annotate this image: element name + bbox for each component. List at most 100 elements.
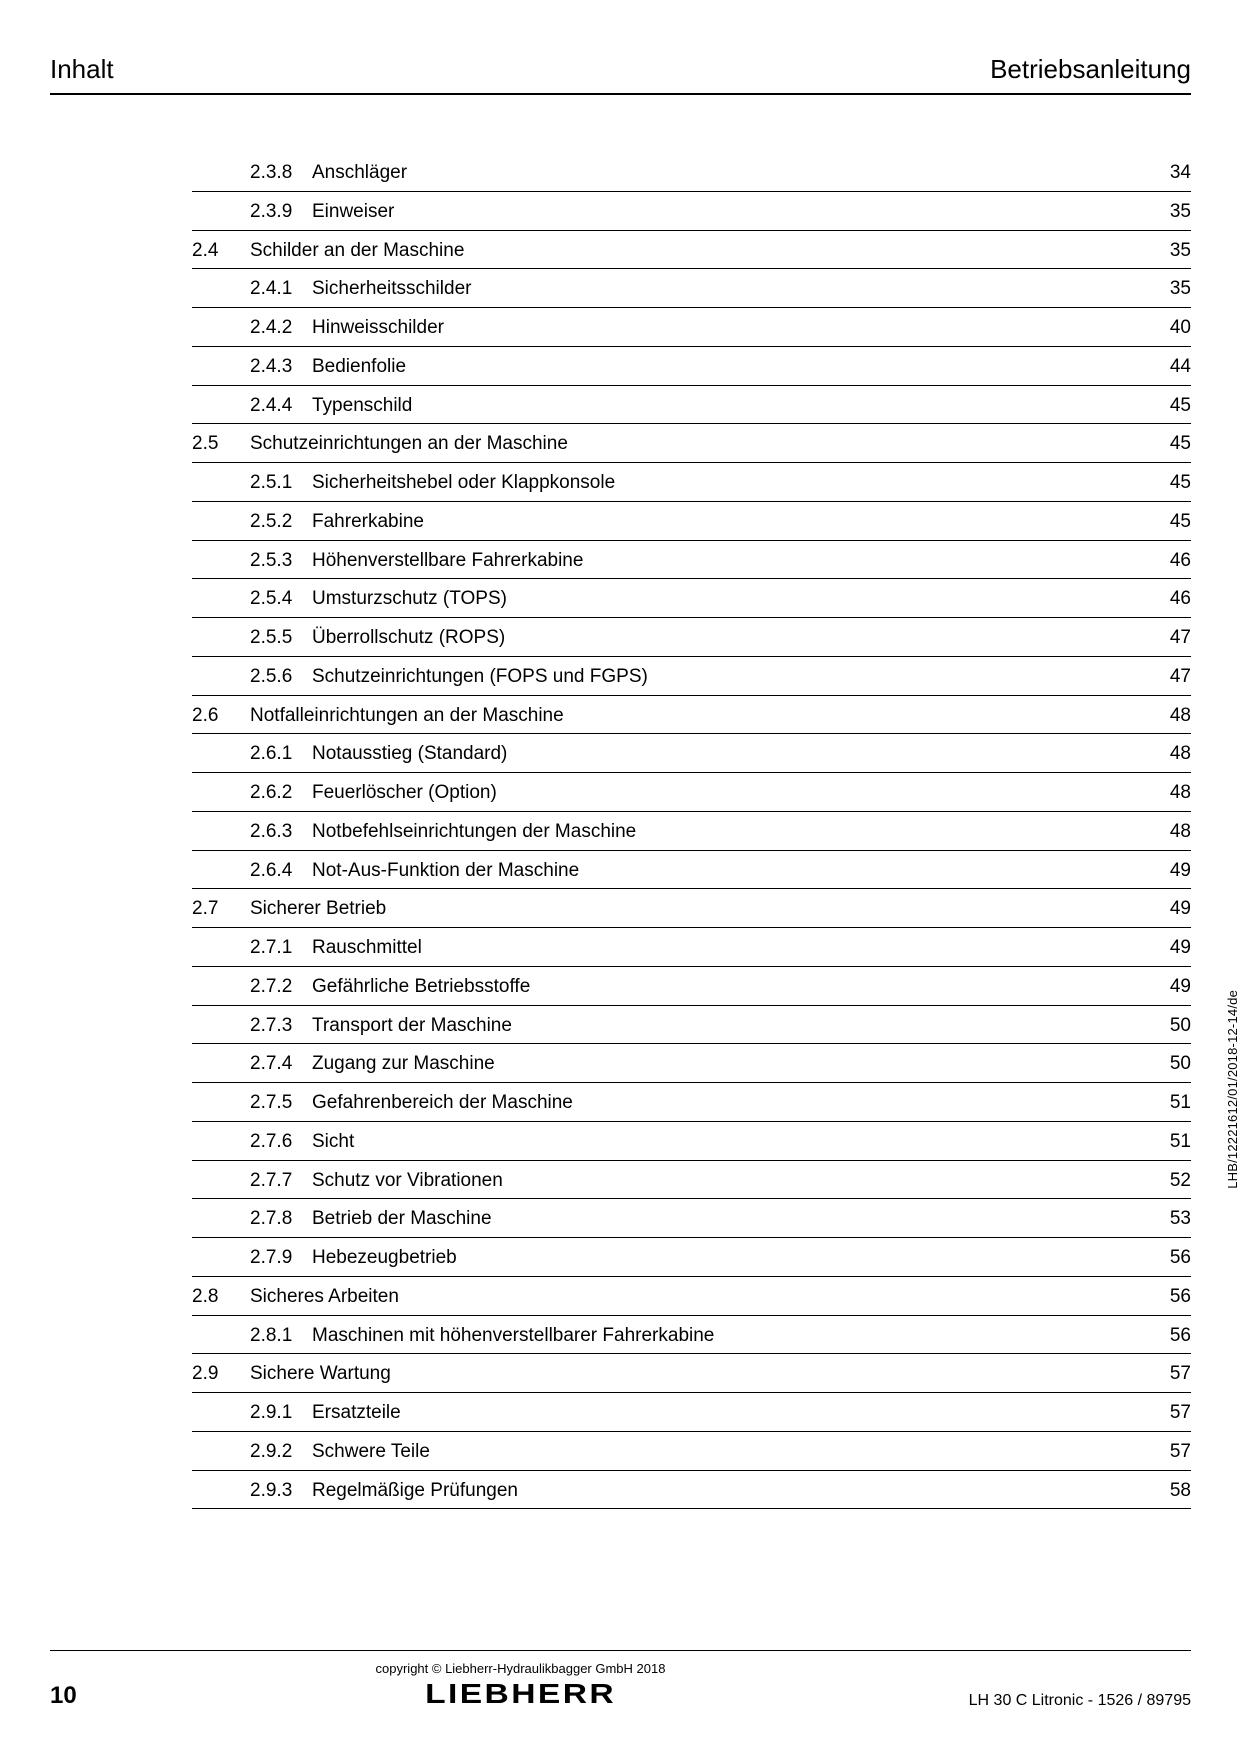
toc-page-number: 53 (1135, 1207, 1191, 1231)
toc-page-number: 48 (1135, 781, 1191, 805)
toc-page-number: 44 (1135, 355, 1191, 379)
toc-title: Sicherheitsschilder (312, 277, 1135, 301)
toc-title: Notfalleinrichtungen an der Maschine (250, 704, 1135, 728)
toc-subsection-number: 2.7.6 (250, 1130, 312, 1154)
page-header: Inhalt Betriebsanleitung (50, 54, 1191, 95)
toc-section-number: 2.4 (192, 239, 250, 263)
toc-subsection-number: 2.7.7 (250, 1169, 312, 1193)
toc-page-number: 57 (1135, 1440, 1191, 1464)
toc-page-number: 35 (1135, 200, 1191, 224)
header-right: Betriebsanleitung (990, 54, 1191, 85)
toc-title: Einweiser (312, 200, 1135, 224)
toc-title: Schilder an der Maschine (250, 239, 1135, 263)
toc-page-number: 49 (1135, 936, 1191, 960)
toc-page-number: 56 (1135, 1324, 1191, 1348)
toc-title: Transport der Maschine (312, 1014, 1135, 1038)
toc-row: 2.4.3Bedienfolie44 (192, 347, 1191, 386)
toc-row: 2.7.2Gefährliche Betriebsstoffe49 (192, 967, 1191, 1006)
footer-center: copyright © Liebherr-Hydraulikbagger Gmb… (170, 1661, 871, 1710)
toc-row: 2.6.2Feuerlöscher (Option)48 (192, 773, 1191, 812)
toc-title: Hebezeugbetrieb (312, 1246, 1135, 1270)
toc-subsection-number: 2.7.1 (250, 936, 312, 960)
toc-page-number: 57 (1135, 1362, 1191, 1386)
footer-copyright: copyright © Liebherr-Hydraulikbagger Gmb… (170, 1661, 871, 1676)
toc-subsection-number: 2.7.3 (250, 1014, 312, 1038)
toc-title: Not-Aus-Funktion der Maschine (312, 859, 1135, 883)
toc-row: 2.6Notfalleinrichtungen an der Maschine4… (192, 696, 1191, 735)
toc-row: 2.3.8Anschläger34 (192, 153, 1191, 192)
toc-title: Bedienfolie (312, 355, 1135, 379)
toc-subsection-number: 2.4.2 (250, 316, 312, 340)
toc-page-number: 49 (1135, 859, 1191, 883)
toc-row: 2.4.1Sicherheitsschilder35 (192, 269, 1191, 308)
toc-title: Höhenverstellbare Fahrerkabine (312, 549, 1135, 573)
toc-title: Gefahrenbereich der Maschine (312, 1091, 1135, 1115)
toc-subsection-number: 2.4.4 (250, 394, 312, 418)
toc-title: Maschinen mit höhenverstellbarer Fahrerk… (312, 1324, 1135, 1348)
toc-page-number: 49 (1135, 897, 1191, 921)
toc-title: Zugang zur Maschine (312, 1052, 1135, 1076)
toc-row: 2.7.8Betrieb der Maschine53 (192, 1199, 1191, 1238)
toc-title: Anschläger (312, 161, 1135, 185)
toc-page-number: 52 (1135, 1169, 1191, 1193)
toc-row: 2.4Schilder an der Maschine35 (192, 231, 1191, 270)
toc-page-number: 49 (1135, 975, 1191, 999)
toc-subsection-number: 2.6.3 (250, 820, 312, 844)
toc-title: Schutz vor Vibrationen (312, 1169, 1135, 1193)
toc-title: Gefährliche Betriebsstoffe (312, 975, 1135, 999)
toc-subsection-number: 2.7.2 (250, 975, 312, 999)
toc-row: 2.7.3Transport der Maschine50 (192, 1006, 1191, 1045)
toc-section-number: 2.6 (192, 704, 250, 728)
toc-row: 2.5.3Höhenverstellbare Fahrerkabine46 (192, 541, 1191, 580)
toc-subsection-number: 2.4.3 (250, 355, 312, 379)
toc-title: Sicheres Arbeiten (250, 1285, 1135, 1309)
toc-title: Regelmäßige Prüfungen (312, 1479, 1135, 1503)
toc-subsection-number: 2.7.9 (250, 1246, 312, 1270)
toc-title: Feuerlöscher (Option) (312, 781, 1135, 805)
toc-subsection-number: 2.5.5 (250, 626, 312, 650)
toc-subsection-number: 2.8.1 (250, 1324, 312, 1348)
toc-row: 2.5.4Umsturzschutz (TOPS)46 (192, 579, 1191, 618)
toc-subsection-number: 2.9.2 (250, 1440, 312, 1464)
toc-row: 2.5.6Schutzeinrichtungen (FOPS und FGPS)… (192, 657, 1191, 696)
toc-row: 2.9.3Regelmäßige Prüfungen58 (192, 1471, 1191, 1510)
toc-page-number: 56 (1135, 1246, 1191, 1270)
toc-page-number: 48 (1135, 742, 1191, 766)
toc-page-number: 51 (1135, 1130, 1191, 1154)
header-left: Inhalt (50, 54, 114, 85)
toc-page-number: 40 (1135, 316, 1191, 340)
toc-subsection-number: 2.7.4 (250, 1052, 312, 1076)
toc-row: 2.6.1Notausstieg (Standard)48 (192, 734, 1191, 773)
toc-subsection-number: 2.6.4 (250, 859, 312, 883)
toc-row: 2.7.5Gefahrenbereich der Maschine51 (192, 1083, 1191, 1122)
toc-page-number: 50 (1135, 1052, 1191, 1076)
toc-title: Sicht (312, 1130, 1135, 1154)
toc-title: Schutzeinrichtungen (FOPS und FGPS) (312, 665, 1135, 689)
toc-row: 2.7Sicherer Betrieb49 (192, 889, 1191, 928)
toc-title: Rauschmittel (312, 936, 1135, 960)
toc-row: 2.8.1Maschinen mit höhenverstellbarer Fa… (192, 1316, 1191, 1355)
toc-page-number: 58 (1135, 1479, 1191, 1503)
footer-logo: LIEBHERR (425, 1678, 616, 1710)
toc-title: Hinweisschilder (312, 316, 1135, 340)
toc-row: 2.5.5Überrollschutz (ROPS)47 (192, 618, 1191, 657)
toc-title: Fahrerkabine (312, 510, 1135, 534)
toc-section-number: 2.8 (192, 1285, 250, 1309)
toc-row: 2.5Schutzeinrichtungen an der Maschine45 (192, 424, 1191, 463)
toc-page-number: 51 (1135, 1091, 1191, 1115)
toc-page-number: 56 (1135, 1285, 1191, 1309)
toc-title: Sicherer Betrieb (250, 897, 1135, 921)
toc-page-number: 45 (1135, 432, 1191, 456)
toc-subsection-number: 2.5.4 (250, 587, 312, 611)
toc-subsection-number: 2.5.6 (250, 665, 312, 689)
toc-subsection-number: 2.5.3 (250, 549, 312, 573)
toc-title: Typenschild (312, 394, 1135, 418)
toc-row: 2.7.7Schutz vor Vibrationen52 (192, 1161, 1191, 1200)
toc-page-number: 57 (1135, 1401, 1191, 1425)
toc-section-number: 2.9 (192, 1362, 250, 1386)
toc-row: 2.7.4Zugang zur Maschine50 (192, 1044, 1191, 1083)
toc-subsection-number: 2.6.2 (250, 781, 312, 805)
toc-title: Schutzeinrichtungen an der Maschine (250, 432, 1135, 456)
toc-subsection-number: 2.5.1 (250, 471, 312, 495)
toc-title: Notbefehlseinrichtungen der Maschine (312, 820, 1135, 844)
